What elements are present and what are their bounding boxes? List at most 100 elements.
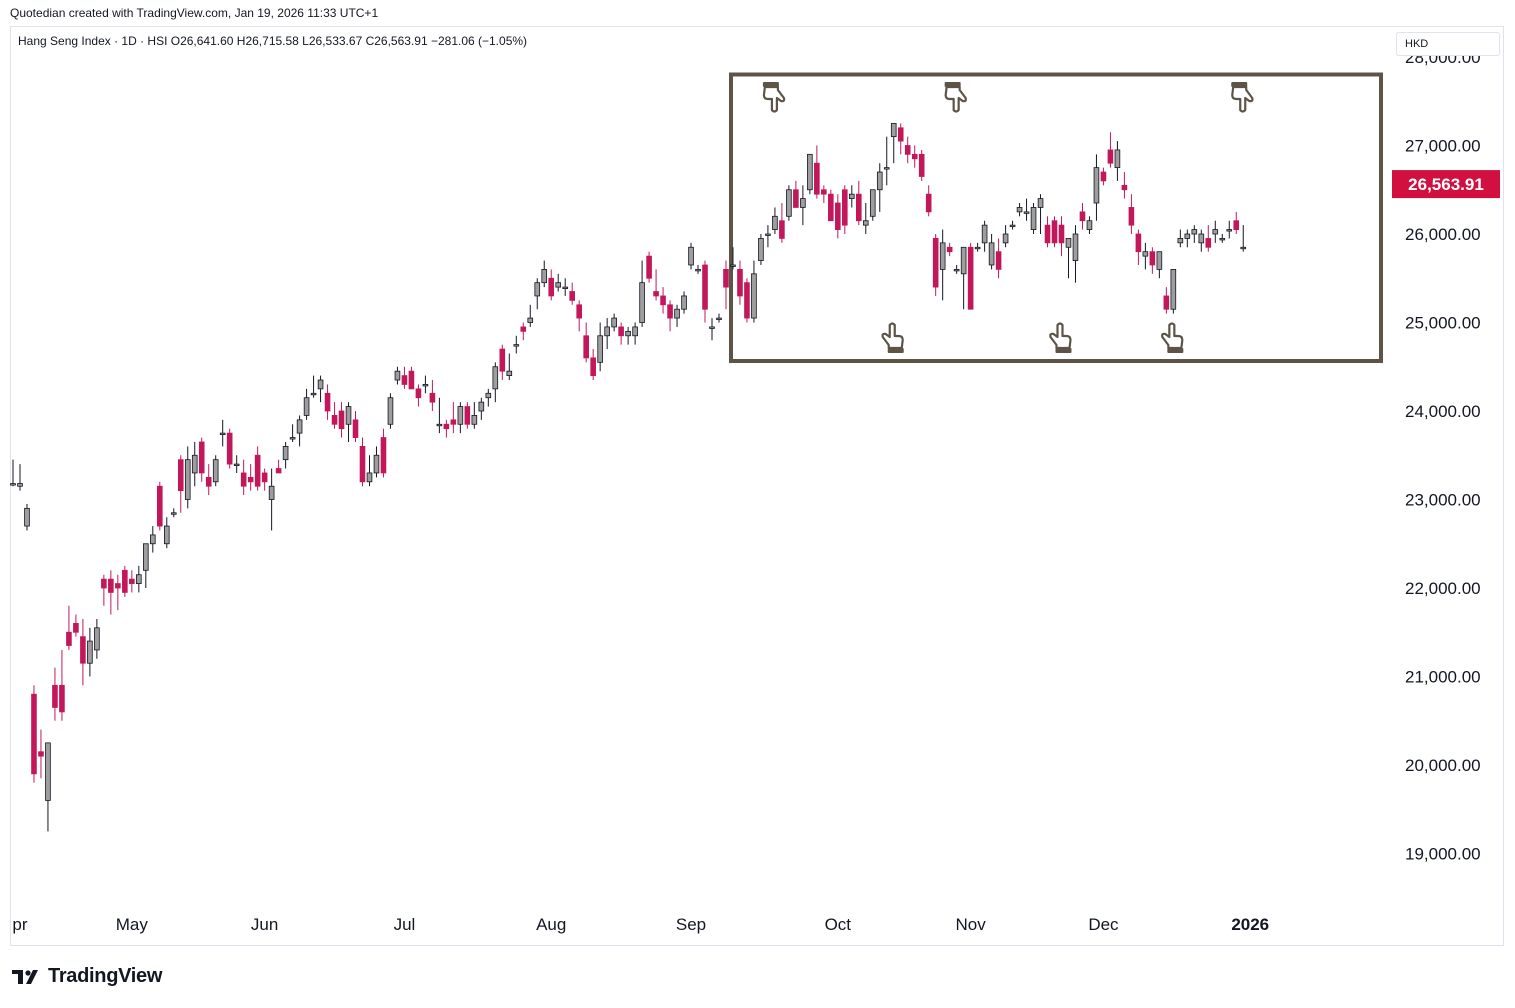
candle-body	[1107, 149, 1114, 164]
candle	[695, 264, 701, 274]
candle-body	[122, 569, 128, 593]
candle	[1177, 229, 1184, 248]
candle	[744, 278, 750, 323]
candle-body	[981, 224, 988, 244]
candle-body	[995, 251, 1002, 270]
candle-body	[653, 291, 659, 297]
candle	[1149, 247, 1156, 274]
candle-body	[149, 534, 156, 545]
candle	[1044, 216, 1051, 248]
candle-body	[1037, 198, 1044, 208]
candle-body	[604, 326, 610, 337]
symbol-legend[interactable]: Hang Seng Index · 1D · HSI O26,641.60 H2…	[18, 34, 528, 48]
candle	[1198, 229, 1205, 252]
pointing-hand-down-icon	[762, 82, 786, 113]
candle	[198, 437, 205, 482]
candle	[506, 353, 513, 381]
candle-body	[953, 268, 960, 272]
candle	[296, 415, 303, 447]
candle	[17, 464, 23, 491]
candle-body	[1163, 295, 1170, 310]
y-tick-label: 25,000.00	[1405, 314, 1481, 333]
candle-body	[499, 348, 506, 372]
candle-body	[1198, 233, 1205, 244]
candle-body	[1030, 207, 1037, 230]
y-tick-label: 19,000.00	[1405, 845, 1481, 864]
candle-body	[890, 122, 897, 138]
x-tick-label: Nov	[956, 915, 987, 934]
candle-body	[443, 423, 450, 430]
candle	[457, 402, 464, 434]
candle	[282, 441, 289, 469]
candle	[303, 388, 310, 420]
candle	[464, 402, 471, 429]
candle-body	[800, 198, 806, 208]
candle	[534, 278, 541, 310]
candle-body	[73, 623, 79, 633]
candle	[765, 225, 771, 248]
candle-body	[967, 246, 974, 310]
candle	[814, 145, 820, 199]
candle	[408, 366, 415, 390]
candle-body	[240, 472, 247, 487]
candle	[289, 424, 296, 442]
candle	[793, 180, 799, 208]
candle	[981, 220, 988, 252]
candle-body	[324, 392, 331, 412]
candle-body	[317, 379, 324, 390]
candle	[660, 287, 666, 314]
candle-body	[897, 127, 904, 142]
candle	[345, 402, 352, 442]
candle-body	[702, 264, 708, 310]
pointing-hand-up-icon	[1049, 322, 1072, 353]
candle-body	[226, 432, 233, 465]
candle	[275, 459, 282, 474]
currency-selector[interactable]: HKD	[1396, 32, 1500, 56]
candle-body	[471, 415, 478, 425]
candle	[317, 375, 324, 403]
candle-body	[457, 406, 464, 425]
candle	[1184, 229, 1191, 248]
candle	[387, 393, 394, 429]
candle	[1065, 238, 1072, 279]
candle	[143, 543, 149, 588]
candle-body	[373, 454, 380, 474]
candle	[191, 441, 198, 487]
pointing-hand-down-icon	[944, 82, 967, 113]
candle-body	[779, 220, 785, 239]
candle-body	[143, 543, 149, 571]
candle-body	[1121, 184, 1128, 191]
candle-body	[268, 485, 275, 500]
candle-body	[569, 291, 575, 301]
candle-body	[429, 392, 436, 403]
candle	[772, 207, 778, 234]
candle-body	[31, 693, 37, 775]
candle	[1212, 220, 1219, 243]
candle-body	[835, 202, 841, 230]
candle	[1079, 203, 1086, 230]
candle	[807, 153, 813, 195]
candle-body	[366, 472, 373, 483]
candle-body	[1219, 238, 1226, 241]
candle-body	[1044, 224, 1051, 244]
candle	[1226, 220, 1233, 239]
candle-body	[555, 282, 562, 288]
candle	[415, 384, 422, 407]
candle	[918, 149, 925, 181]
candle-body	[772, 215, 778, 230]
candle-body	[904, 145, 911, 155]
pointing-hand-down-icon	[1231, 82, 1254, 113]
candle	[716, 313, 722, 323]
candle	[569, 282, 575, 305]
candle	[751, 260, 757, 323]
candle	[667, 300, 673, 332]
y-tick-label: 23,000.00	[1405, 491, 1481, 510]
candle-body	[946, 246, 953, 253]
candle-body	[1233, 220, 1240, 230]
x-tick-label: Jul	[394, 915, 416, 934]
candle	[883, 136, 890, 186]
candle	[1058, 216, 1065, 257]
candle	[226, 428, 233, 469]
candle-body	[1079, 211, 1086, 222]
